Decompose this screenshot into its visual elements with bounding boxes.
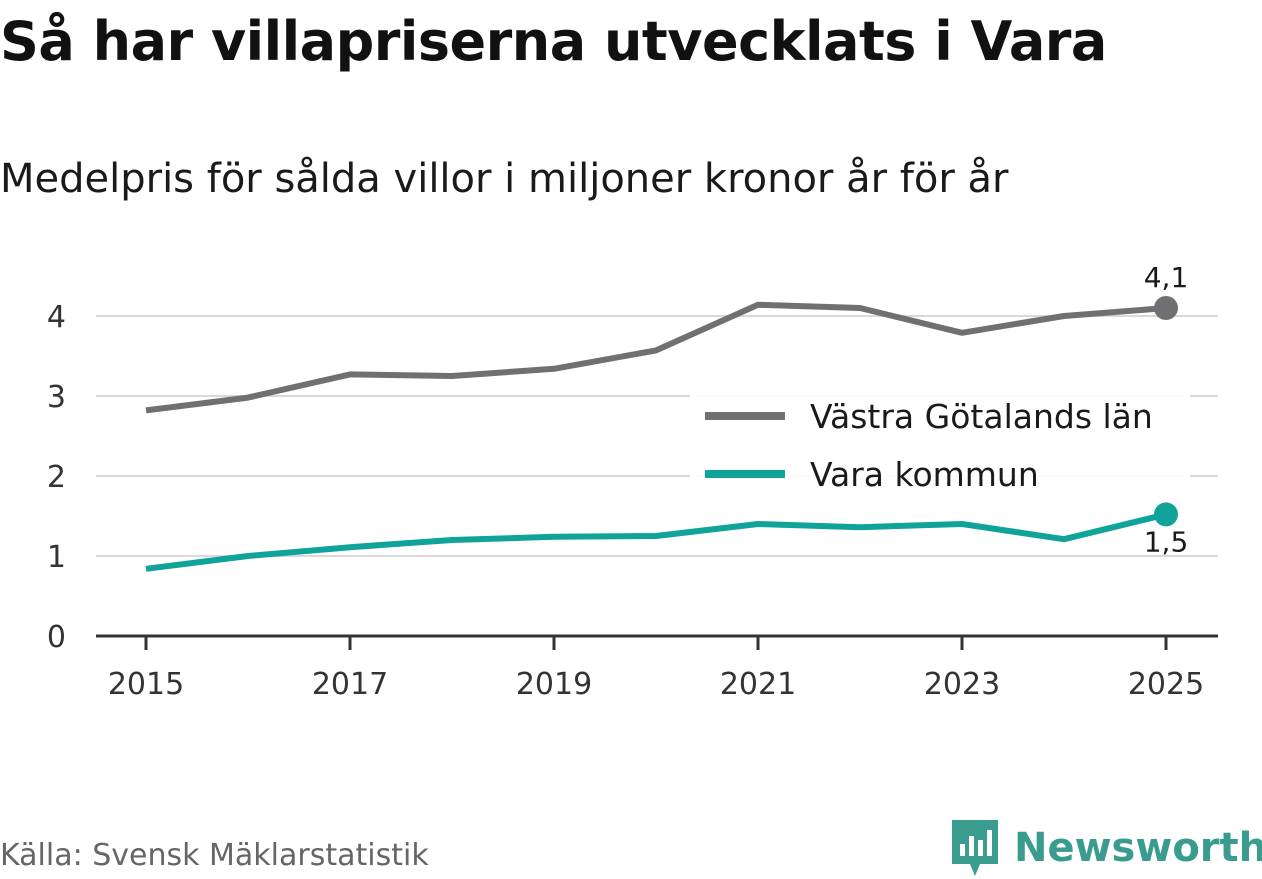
x-tick-label: 2017 <box>312 667 388 702</box>
brand-name: Newsworthy <box>1014 825 1262 871</box>
y-tick-label: 2 <box>47 460 66 495</box>
x-tick-label: 2019 <box>516 667 592 702</box>
legend-label: Vara kommun <box>810 455 1039 494</box>
x-tick-label: 2015 <box>108 667 184 702</box>
chart-title: Så har villapriserna utvecklats i Vara <box>0 10 1107 73</box>
series-line <box>145 511 1167 572</box>
brand-logo[interactable]: Newsworthy <box>950 818 1262 878</box>
y-tick-label: 3 <box>47 380 66 415</box>
series-line <box>145 301 1167 414</box>
y-tick-label: 1 <box>47 540 66 575</box>
series-lines: 4,1 1,5 <box>145 261 1189 572</box>
chart-subtitle: Medelpris för sålda villor i miljoner kr… <box>0 156 1009 202</box>
y-tick-label: 0 <box>47 620 66 655</box>
line-chart: 0 1 2 3 4 2015 2017 2019 2021 2023 2025 4,1 1,5 Vä… <box>47 261 1218 702</box>
legend: Västra Götalands län Vara kommun <box>705 397 1153 494</box>
series-end-label: 4,1 <box>1144 261 1189 294</box>
x-tick-label: 2025 <box>1128 667 1204 702</box>
x-tick-label: 2021 <box>720 667 796 702</box>
x-tick-label: 2023 <box>924 667 1000 702</box>
series-end-label: 1,5 <box>1144 525 1189 558</box>
series-end-point <box>1154 296 1178 320</box>
x-axis: 2015 2017 2019 2021 2023 2025 <box>96 634 1218 702</box>
legend-label: Västra Götalands län <box>810 397 1153 436</box>
y-tick-label: 4 <box>47 300 66 335</box>
newsworthy-logo-icon <box>952 820 998 876</box>
source-note: Källa: Svensk Mäklarstatistik <box>0 838 429 873</box>
y-axis-ticks: 0 1 2 3 4 <box>47 300 66 655</box>
series-end-point <box>1154 502 1178 527</box>
